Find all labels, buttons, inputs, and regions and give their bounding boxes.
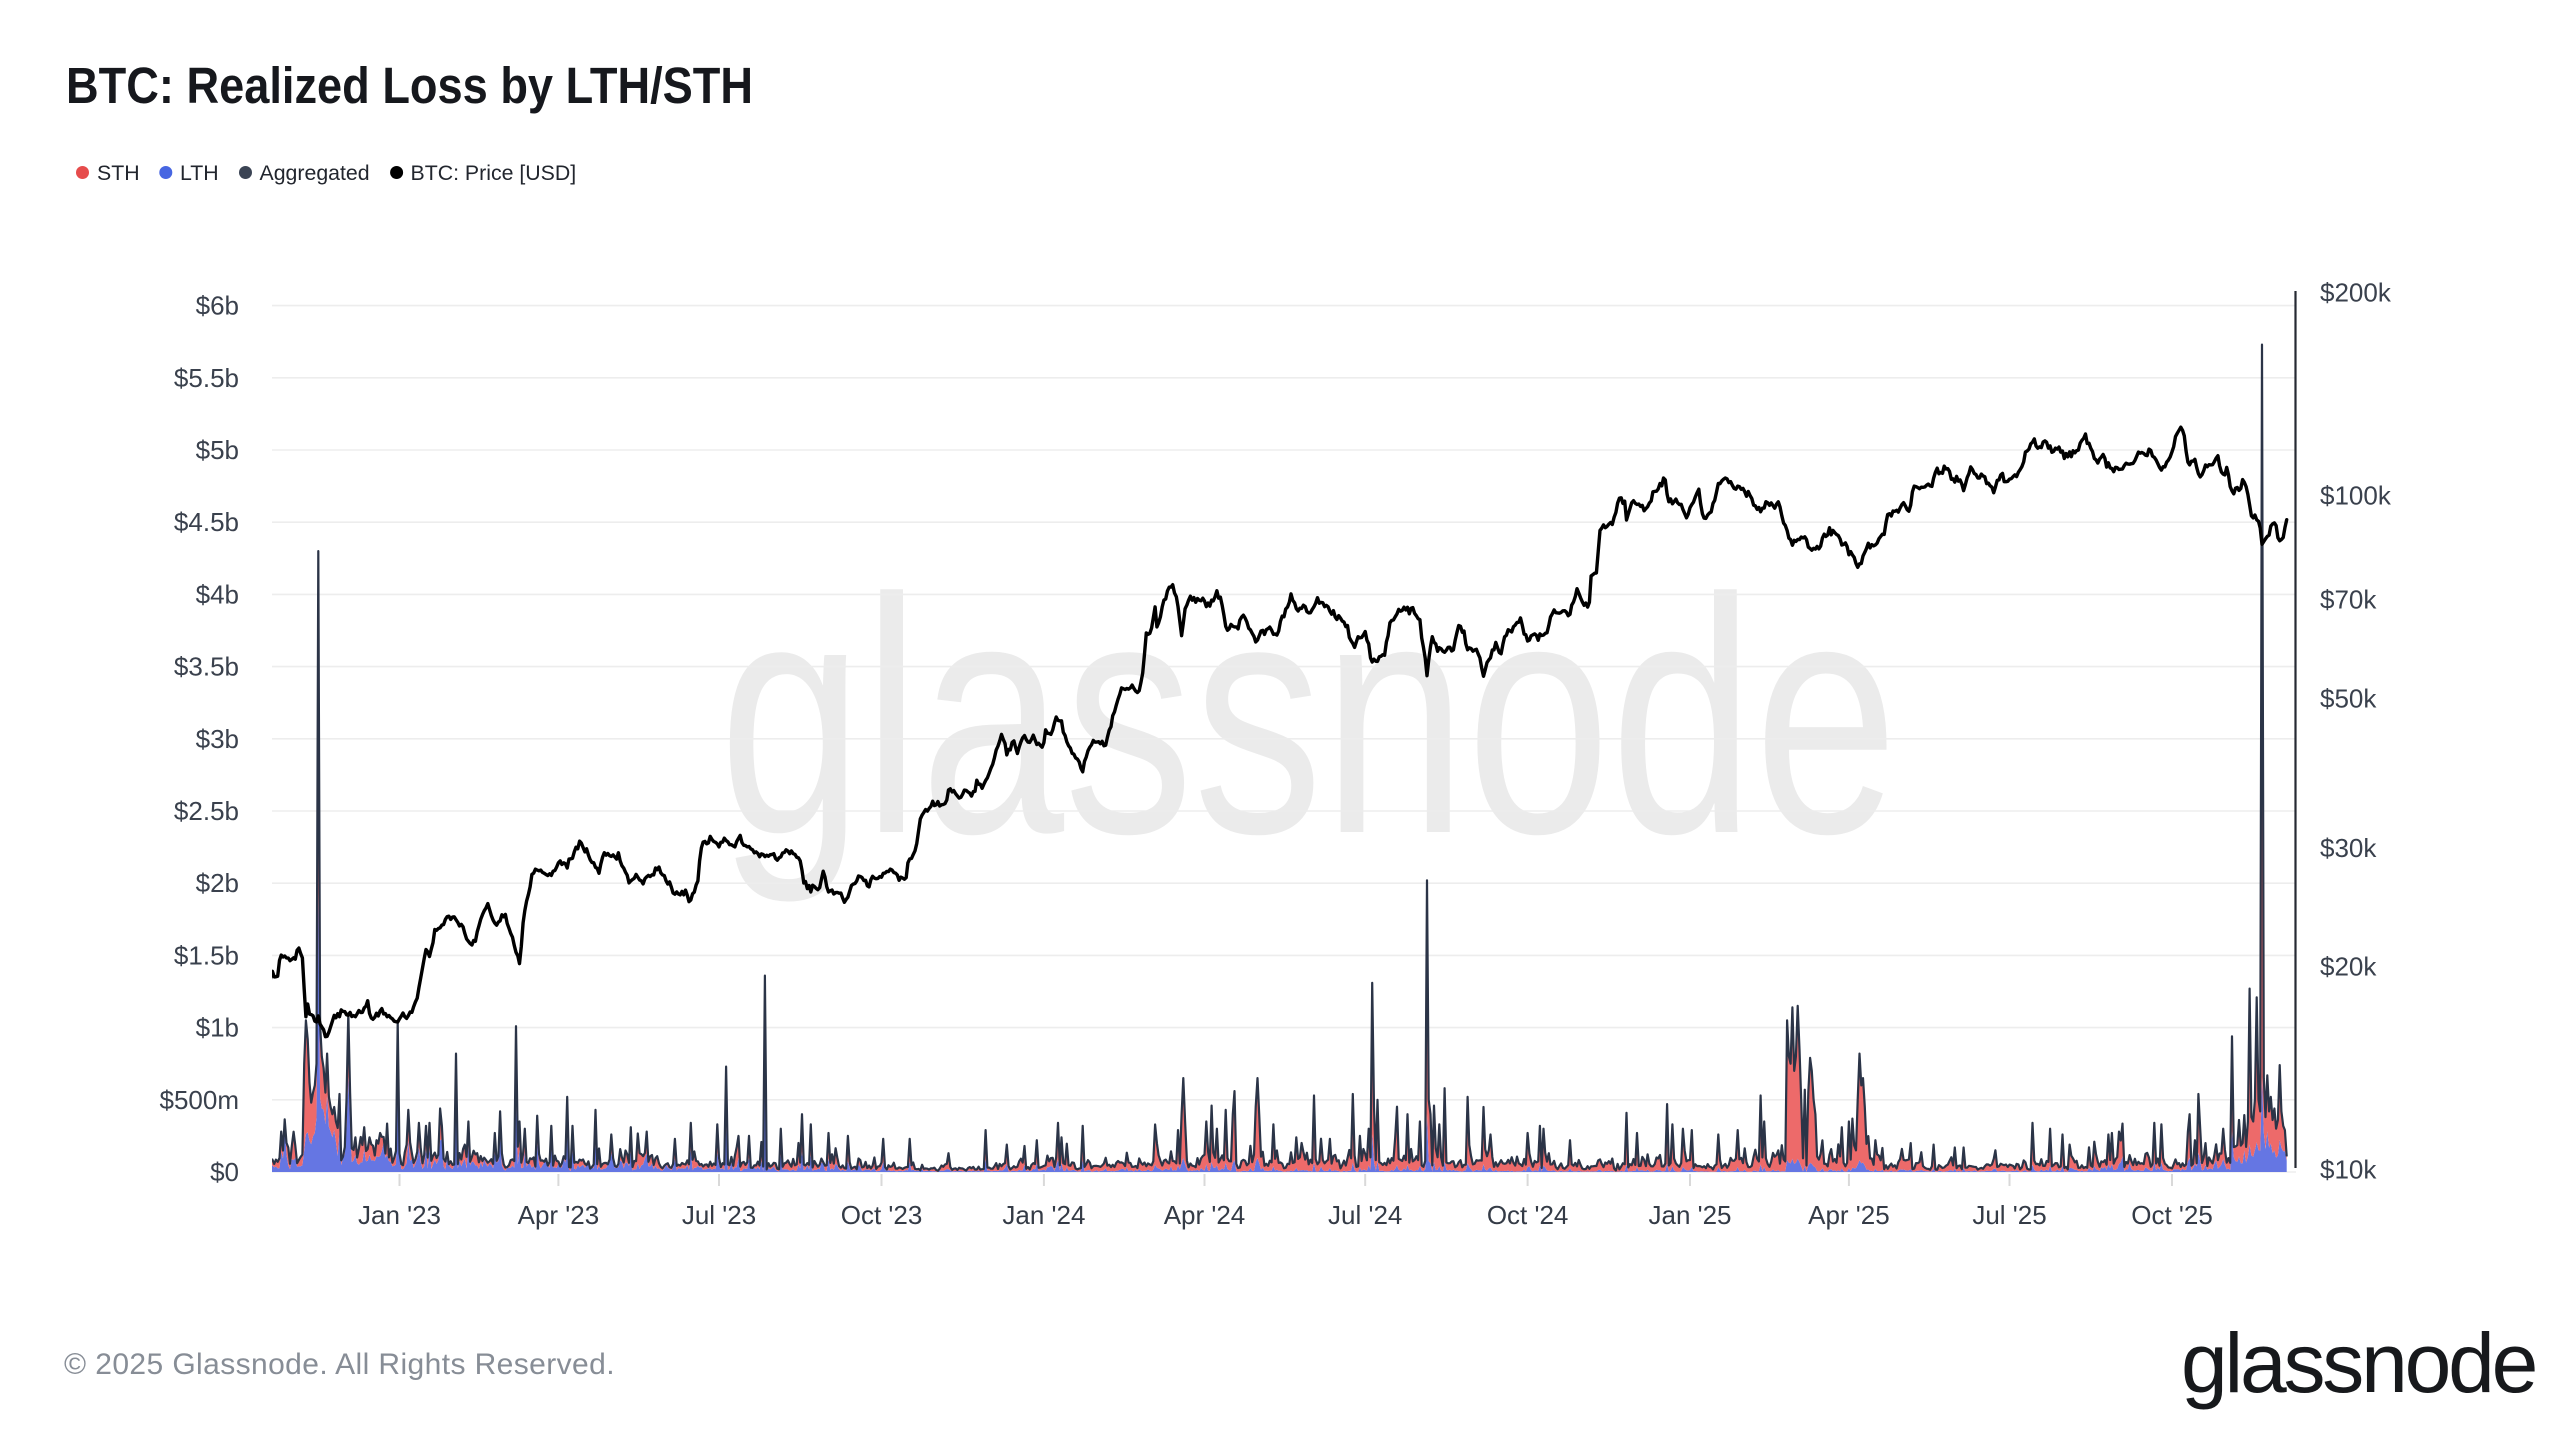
svg-text:Jul '23: Jul '23 <box>682 1200 756 1230</box>
svg-text:Oct '24: Oct '24 <box>1487 1200 1569 1230</box>
svg-text:BTC: Price [USD]: BTC: Price [USD] <box>411 161 577 185</box>
svg-text:Aggregated: Aggregated <box>260 161 370 185</box>
svg-text:BTC: Realized Loss by LTH/STH: BTC: Realized Loss by LTH/STH <box>66 57 753 114</box>
svg-text:$2b: $2b <box>196 868 239 898</box>
svg-text:$1b: $1b <box>196 1013 239 1043</box>
svg-text:Jan '23: Jan '23 <box>358 1200 441 1230</box>
svg-text:Jul '24: Jul '24 <box>1328 1200 1402 1230</box>
svg-text:$10k: $10k <box>2320 1155 2377 1185</box>
svg-text:$70k: $70k <box>2320 585 2377 615</box>
svg-text:$4.5b: $4.5b <box>174 507 239 537</box>
svg-text:$1.5b: $1.5b <box>174 940 239 970</box>
svg-text:$30k: $30k <box>2320 833 2377 863</box>
svg-text:Jan '25: Jan '25 <box>1648 1200 1731 1230</box>
svg-text:STH: STH <box>97 161 140 185</box>
svg-text:Apr '24: Apr '24 <box>1164 1200 1246 1230</box>
svg-text:Apr '25: Apr '25 <box>1808 1200 1890 1230</box>
svg-text:$20k: $20k <box>2320 952 2377 982</box>
svg-text:$3.5b: $3.5b <box>174 652 239 682</box>
svg-text:Jul '25: Jul '25 <box>1972 1200 2046 1230</box>
svg-text:$6b: $6b <box>196 291 239 321</box>
svg-text:$200k: $200k <box>2320 277 2392 307</box>
svg-text:© 2025 Glassnode. All Rights R: © 2025 Glassnode. All Rights Reserved. <box>64 1348 615 1381</box>
svg-text:Jan '24: Jan '24 <box>1002 1200 1085 1230</box>
svg-text:$5b: $5b <box>196 435 239 465</box>
svg-text:$3b: $3b <box>196 724 239 754</box>
svg-text:glassnode: glassnode <box>2181 1316 2535 1410</box>
svg-text:glassnode: glassnode <box>719 529 1898 905</box>
svg-text:Oct '23: Oct '23 <box>841 1200 923 1230</box>
svg-text:LTH: LTH <box>180 161 219 185</box>
svg-text:$4b: $4b <box>196 579 239 609</box>
svg-text:$2.5b: $2.5b <box>174 796 239 826</box>
svg-text:$0: $0 <box>210 1157 239 1187</box>
svg-text:$100k: $100k <box>2320 480 2392 510</box>
svg-text:Oct '25: Oct '25 <box>2131 1200 2213 1230</box>
svg-text:$500m: $500m <box>160 1085 240 1115</box>
svg-text:Apr '23: Apr '23 <box>518 1200 600 1230</box>
svg-text:$5.5b: $5.5b <box>174 363 239 393</box>
svg-text:$50k: $50k <box>2320 683 2377 713</box>
